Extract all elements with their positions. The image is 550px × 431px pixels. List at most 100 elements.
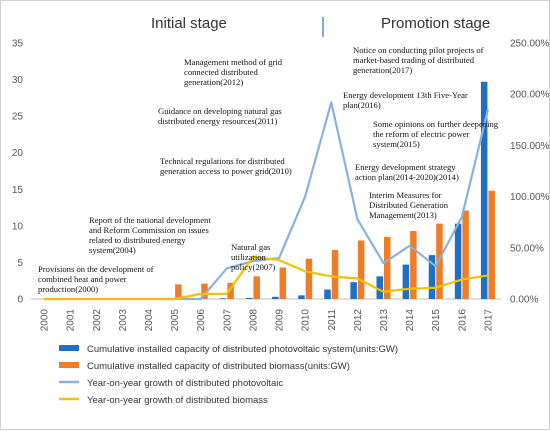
bar-biomass	[253, 276, 260, 299]
bar-photovoltaic	[272, 296, 279, 299]
x-tick-label: 2014	[405, 309, 416, 332]
bar-photovoltaic	[245, 297, 253, 299]
bar-biomass	[462, 210, 469, 299]
policy-annotation-line: plan(2016)	[343, 100, 381, 110]
bar-biomass	[357, 240, 365, 299]
policy-annotation-line: Energy development strategy	[355, 162, 456, 172]
y-left-tick-label: 0	[17, 295, 23, 306]
legend-swatch	[59, 345, 79, 351]
promotion-stage-label: Promotion stage	[381, 15, 490, 32]
x-tick-label: 2001	[66, 309, 77, 332]
bar-biomass	[410, 230, 417, 299]
policy-annotation-line: Notice on conducting pilot projects of	[353, 45, 484, 55]
policy-annotation-line: system(2004)	[89, 245, 136, 255]
policy-annotation-line: Guidance on developing natural gas	[158, 106, 282, 116]
policy-annotation-line: generation access to power grid(2010)	[160, 166, 292, 176]
bar-photovoltaic	[428, 255, 436, 299]
policy-annotation: Notice on conducting pilot projects ofma…	[353, 45, 484, 75]
x-tick-label: 2007	[222, 309, 233, 332]
legend: Cumulative installed capacity of distrib…	[59, 344, 398, 406]
bar-biomass	[488, 190, 495, 299]
y-right-tick-label: 100.00%	[510, 192, 550, 203]
policy-annotation-line: Management(2013)	[369, 210, 437, 220]
bar-photovoltaic	[324, 289, 331, 299]
policy-annotation-line: Technical regulations for distributed	[160, 156, 285, 166]
policy-annotation-line: Some opinions on further deepening	[373, 119, 499, 129]
x-tick-label: 2010	[301, 309, 312, 332]
policy-annotation-line: related to distributed energy	[89, 235, 186, 245]
x-tick-label: 2017	[483, 309, 494, 332]
x-tick-label: 2016	[457, 309, 468, 332]
bar-photovoltaic	[376, 276, 383, 299]
policy-annotation-line: Interim Measures for	[369, 190, 442, 200]
bar-biomass	[384, 236, 391, 299]
policy-annotation-line: Energy development 13th Five-Year	[343, 90, 468, 100]
policy-annotation-line: Distributed Generation	[369, 200, 449, 210]
bar-photovoltaic	[350, 282, 357, 299]
bar-biomass	[279, 267, 287, 299]
policy-annotation-line: policy(2007)	[231, 262, 276, 272]
x-tick-label: 2011	[327, 309, 338, 331]
y-right-tick-label: 50.00%	[510, 243, 544, 254]
policy-annotation-line: generation(2012)	[184, 77, 243, 87]
y-left-tick-label: 35	[12, 39, 24, 50]
policy-annotation-line: distributed energy resources(2011)	[158, 116, 277, 126]
bar-biomass	[305, 258, 313, 299]
x-tick-label: 2006	[196, 309, 207, 332]
policy-annotation-line: combined heat and power	[38, 274, 127, 284]
policy-annotation-line: action plan(2014-2020)(2014)	[355, 172, 459, 182]
y-right-tick-label: 150.00%	[510, 141, 550, 152]
policy-annotation-line: utilization	[231, 252, 267, 262]
initial-stage-label: Initial stage	[151, 15, 227, 32]
x-tick-label: 2008	[248, 309, 259, 332]
legend-swatch	[59, 362, 79, 368]
x-tick-label: 2004	[144, 309, 155, 332]
y-left-tick-label: 20	[12, 148, 24, 159]
legend-entry: Year-on-year growth of distributed bioma…	[87, 395, 268, 406]
x-tick-label: 2012	[353, 309, 364, 332]
policy-annotation-line: Management method of grid	[184, 57, 283, 67]
legend-entry: Year-on-year growth of distributed photo…	[87, 378, 283, 389]
policy-annotation-line: production(2000)	[38, 284, 98, 294]
x-tick-label: 2013	[379, 309, 390, 332]
y-left-tick-label: 10	[12, 221, 24, 232]
x-tick-label: 2003	[118, 309, 129, 332]
bar-photovoltaic	[298, 295, 305, 299]
bar-biomass	[175, 284, 182, 299]
y-left-tick-label: 25	[12, 112, 24, 123]
policy-annotation-line: Provisions on the development of	[38, 264, 154, 274]
bar-biomass	[227, 282, 234, 299]
bar-biomass	[201, 283, 208, 299]
y-left-tick-label: 30	[12, 75, 24, 86]
x-tick-label: 2015	[431, 309, 442, 332]
policy-annotation-line: Natural gas	[231, 242, 271, 252]
bar-photovoltaic	[454, 223, 462, 299]
bar-photovoltaic	[480, 81, 488, 299]
axes: 0 5 10 15 20 25 30 35 0.00% 50.00% 100.00% 150.00% 2…	[12, 39, 550, 332]
y-right-tick-label: 0.00%	[510, 295, 538, 306]
legend-entry: Cumulative installed capacity of distrib…	[87, 344, 398, 355]
series-line-biomass-growth	[44, 255, 489, 301]
x-tick-label: 2002	[92, 309, 103, 332]
bars	[175, 81, 495, 299]
y-left-tick-label: 5	[17, 258, 23, 269]
policy-annotation-line: and Reform Commission on issues	[89, 225, 209, 235]
x-tick-label: 2005	[170, 309, 181, 332]
policy-annotation: Technical regulations for distributedgen…	[160, 156, 292, 176]
policy-annotation-line: Report of the national development	[89, 215, 211, 225]
bar-biomass	[331, 249, 339, 299]
policy-annotation-line: system(2015)	[373, 139, 420, 149]
bar-photovoltaic	[219, 298, 227, 299]
y-right-tick-label: 250.00%	[510, 39, 550, 50]
annotations: Provisions on the development ofcombined…	[38, 45, 499, 294]
y-right-tick-label: 200.00%	[510, 90, 550, 101]
lines	[44, 101, 490, 301]
policy-annotation: Provisions on the development ofcombined…	[38, 264, 154, 294]
